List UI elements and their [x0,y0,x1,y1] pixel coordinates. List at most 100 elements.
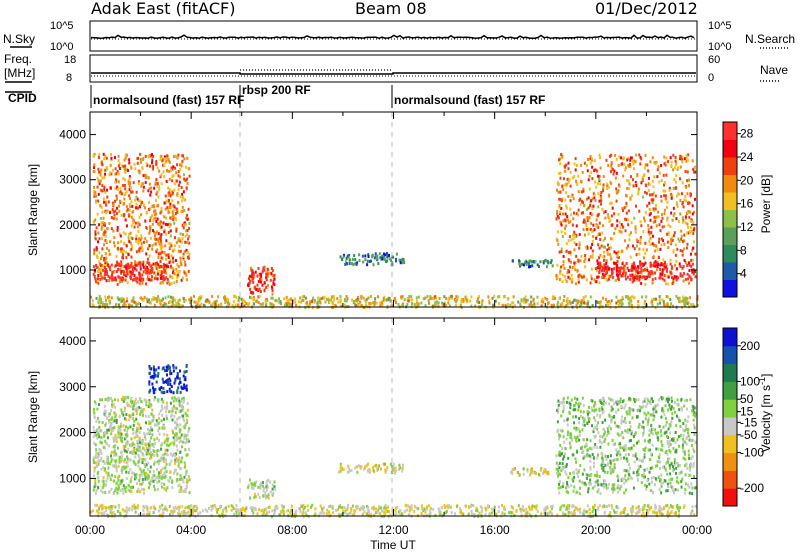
velocity-echo-cell [668,457,671,461]
velocity-echo-cell [642,433,645,437]
velocity-echo-cell [662,425,665,429]
power-echo-cell [562,188,565,192]
power-echo-cell [119,264,122,268]
velocity-echo-cell [625,479,628,483]
power-echo-cell [262,266,265,270]
velocity-echo-cell [101,479,104,483]
power-echo-cell [395,257,398,261]
power-echo-cell [673,275,676,279]
velocity-echo-cell [105,397,108,401]
velocity-echo-cell [393,468,396,472]
velocity-echo-cell [123,447,126,451]
power-echo-cell [128,209,131,213]
power-echo-cell [643,263,646,267]
power-echo-cell [382,252,385,256]
velocity-echo-cell [572,453,575,457]
velocity-echo-cell [686,419,689,423]
power-echo-cell [638,153,641,157]
power-echo-cell [587,216,590,220]
velocity-echo-cell [140,450,143,454]
velocity-echo-cell [156,480,159,484]
velocity-echo-cell [575,460,578,464]
velocity-echo-cell [174,426,177,430]
power-echo-cell [182,297,185,301]
velocity-echo-cell [104,432,107,436]
power-echo-cell [381,303,384,307]
power-echo-cell [642,216,645,220]
power-echo-cell [110,158,113,162]
power-echo-cell [266,274,269,278]
power-echo-cell [610,153,613,157]
power-echo-cell [477,295,480,299]
velocity-echo-cell [143,491,146,495]
power-echo-cell [669,297,672,301]
power-echo-cell [599,261,602,265]
power-echo-cell [148,219,151,223]
velocity-echo-cell [583,481,586,485]
power-echo-cell [256,299,259,303]
power-echo-cell [146,175,149,179]
power-echo-cell [524,261,527,265]
power-echo-cell [142,174,145,178]
power-echo-cell [686,170,689,174]
velocity-echo-cell [167,444,170,448]
velocity-echo-cell [151,382,154,386]
velocity-echo-cell [169,401,172,405]
power-echo-cell [691,248,694,252]
velocity-echo-cell [154,374,157,378]
power-echo-cell [182,254,185,258]
power-echo-cell [115,278,118,282]
power-echo-cell [590,221,593,225]
power-echo-cell [108,301,111,305]
power-echo-cell [107,200,110,204]
velocity-echo-cell [92,458,95,462]
power-echo-cell [161,159,164,163]
power-echo-cell [248,295,251,299]
power-echo-cell [360,304,363,308]
velocity-echo-cell [590,398,593,402]
power-echo-cell [609,201,612,205]
power-echo-cell [443,295,446,299]
velocity-echo-cell [555,461,558,465]
power-echo-cell [142,189,145,193]
power-echo-cell [303,295,306,299]
power-echo-region [92,152,191,286]
power-echo-cell [624,272,627,276]
velocity-echo-cell [123,428,126,432]
velocity-echo-cell [177,416,180,420]
power-echo-cell [393,298,396,302]
velocity-echo-cell [357,464,360,468]
velocity-echo-cell [98,420,101,424]
power-echo-cell [163,228,166,232]
velocity-echo-cell [526,469,529,473]
power-echo-cell [644,251,647,255]
power-echo-cell [141,297,144,301]
power-echo-cell [177,264,180,268]
power-echo-cell [578,246,581,250]
velocity-echo-cell [563,452,566,456]
power-echo-cell [105,279,108,283]
power-echo-cell [640,224,643,228]
velocity-echo-cell [689,464,692,468]
power-echo-cell [595,280,598,284]
power-echo-cell [558,204,561,208]
velocity-echo-cell [184,490,187,494]
velocity-echo-cell [148,399,151,403]
velocity-echo-cell [96,429,99,433]
power-echo-cell [692,246,695,250]
power-echo-cell [381,301,384,305]
power-echo-cell [122,253,125,257]
power-echo-cell [627,244,630,248]
power-echo-cell [683,157,686,161]
power-echo-cell [138,282,141,286]
velocity-echo-cell [165,437,168,441]
power-echo-cell [571,223,574,227]
power-echo-cell [171,179,174,183]
power-echo-cell [156,222,159,226]
velocity-echo-cell [637,439,640,443]
power-echo-cell [111,276,114,280]
power-colorbar-frame [722,121,738,298]
velocity-echo-cell [619,453,622,457]
velocity-echo-cell [111,416,114,420]
power-echo-cell [616,263,619,267]
